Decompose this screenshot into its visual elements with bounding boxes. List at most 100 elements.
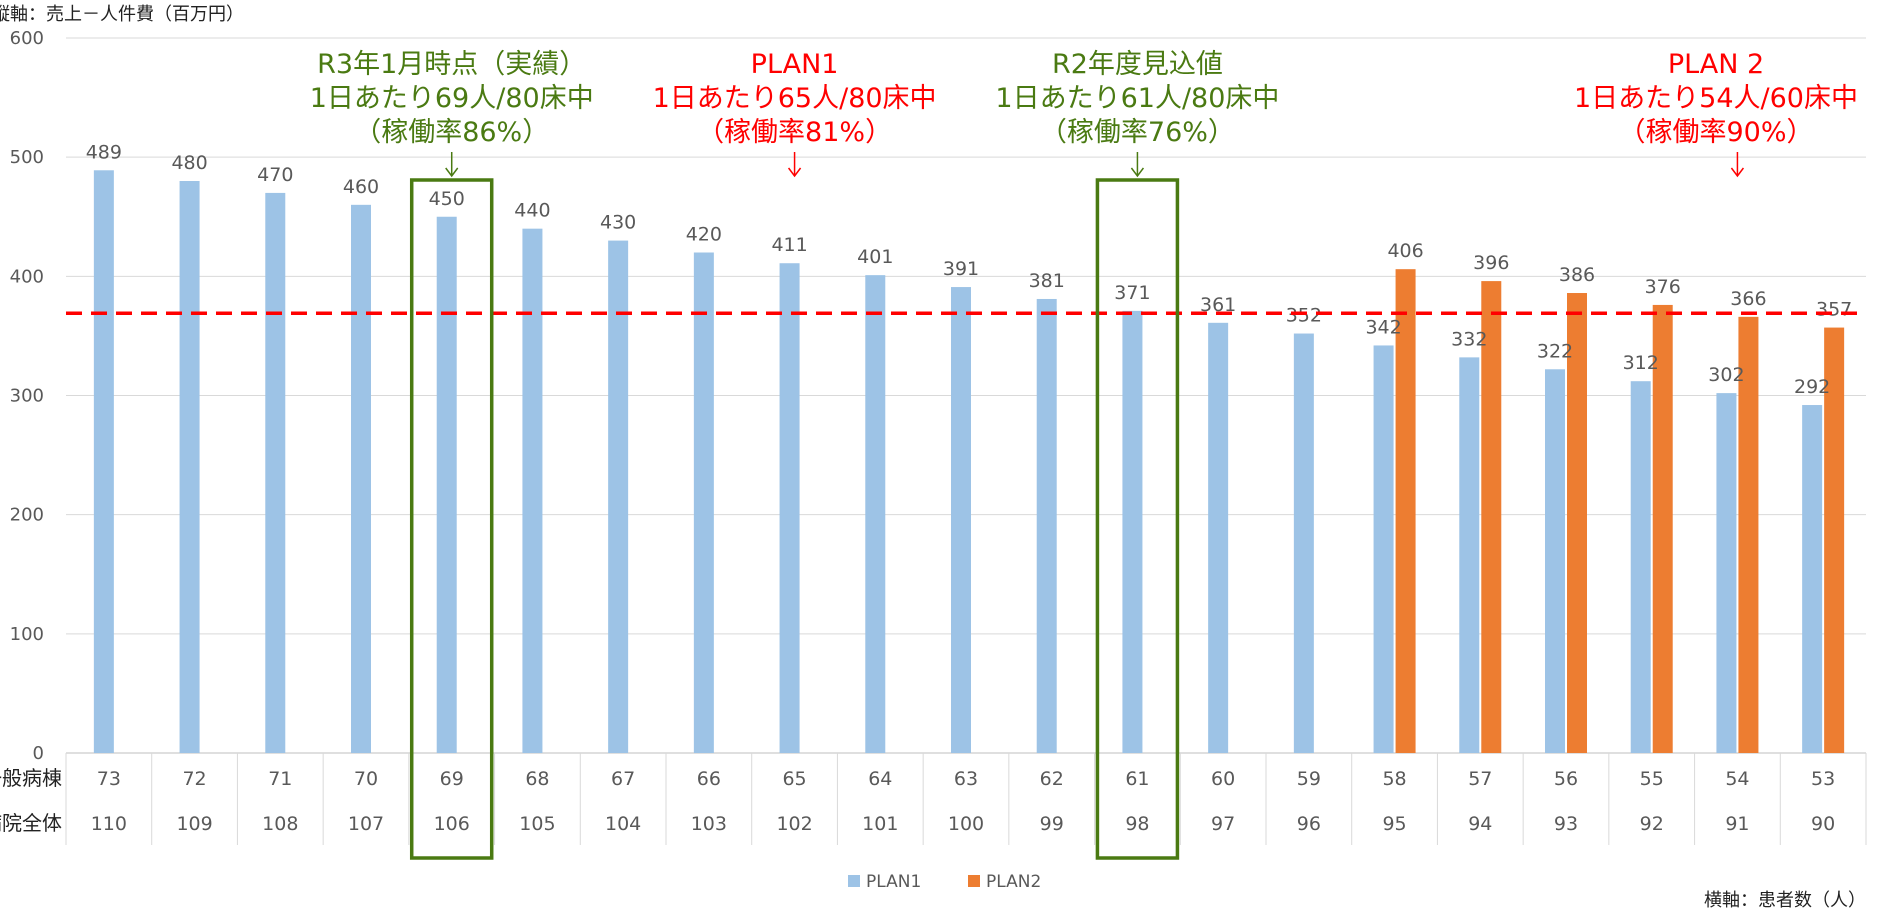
bar	[865, 275, 885, 753]
category-tick-label: 94	[1468, 813, 1492, 835]
category-tick-label: 68	[525, 768, 549, 790]
y-tick-label: 100	[10, 624, 44, 645]
category-tick-label: 64	[868, 768, 892, 790]
data-label: 381	[1029, 270, 1065, 292]
category-tick-label: 73	[97, 768, 121, 790]
y-tick-label: 200	[10, 505, 44, 526]
data-label: 396	[1473, 252, 1509, 274]
data-label: 342	[1365, 316, 1401, 338]
data-label: 480	[171, 152, 207, 174]
bar	[1208, 323, 1228, 753]
annotation-text: （稼働率90%）	[1618, 117, 1813, 148]
data-label: 352	[1286, 305, 1322, 327]
category-tick-label: 108	[262, 813, 298, 835]
category-tick-label: 109	[176, 813, 212, 835]
annotation-text: 1日あたり69人/80床中	[310, 83, 594, 114]
category-tick-label: 91	[1725, 813, 1749, 835]
y-tick-label: 600	[10, 28, 44, 49]
bar	[608, 241, 628, 753]
y-tick-label: 500	[10, 147, 44, 168]
bar	[1459, 357, 1479, 753]
category-tick-label: 54	[1725, 768, 1749, 790]
annotation-text: PLAN1	[751, 49, 839, 80]
category-tick-label: 56	[1554, 768, 1578, 790]
annotation-text: 1日あたり65人/80床中	[653, 83, 937, 114]
category-tick-label: 59	[1297, 768, 1321, 790]
category-tick-label: 101	[862, 813, 898, 835]
annotation-text: （稼働率86%）	[354, 117, 549, 148]
data-label: 460	[343, 176, 379, 198]
y-axis-ticks: 0 100 200 300 400 500 600	[10, 28, 44, 764]
x-axis-title: 横軸：患者数（人）	[1704, 890, 1866, 911]
category-tick-label: 90	[1811, 813, 1835, 835]
bar	[951, 287, 971, 753]
y-tick-label: 300	[10, 386, 44, 407]
bar	[180, 181, 200, 753]
category-tick-label: 69	[440, 768, 464, 790]
category-tick-label: 104	[605, 813, 641, 835]
bar	[780, 263, 800, 753]
category-tick-label: 62	[1040, 768, 1064, 790]
category-tick-label: 61	[1125, 768, 1149, 790]
data-label: 292	[1794, 376, 1830, 398]
annotation-text: 1日あたり54人/60床中	[1574, 83, 1858, 114]
bar	[1481, 281, 1501, 753]
row-label: 病院全体	[0, 811, 62, 835]
category-tick-label: 106	[434, 813, 470, 835]
data-label: 470	[257, 164, 293, 186]
category-tick-label: 66	[697, 768, 721, 790]
category-tick-label: 58	[1382, 768, 1406, 790]
legend-swatch	[848, 875, 860, 887]
data-label: 430	[600, 212, 636, 234]
data-label: 322	[1537, 340, 1573, 362]
bar	[1631, 381, 1651, 753]
bar	[94, 170, 114, 753]
annotation-text: R2年度見込値	[1052, 49, 1223, 80]
data-label: 401	[857, 246, 893, 268]
category-table: 一般病棟737271706968676665646362616059585756…	[0, 753, 1866, 845]
category-tick-label: 55	[1640, 768, 1664, 790]
category-tick-label: 107	[348, 813, 384, 835]
category-tick-label: 57	[1468, 768, 1492, 790]
bar	[1716, 393, 1736, 753]
category-tick-label: 93	[1554, 813, 1578, 835]
bar	[1802, 405, 1822, 753]
data-label: 440	[514, 200, 550, 222]
category-tick-label: 53	[1811, 768, 1835, 790]
y-tick-label: 0	[33, 743, 44, 764]
bar	[1122, 311, 1142, 753]
data-label: 332	[1451, 328, 1487, 350]
legend-label: PLAN2	[986, 872, 1041, 892]
bar	[1294, 334, 1314, 753]
data-label: 312	[1623, 352, 1659, 374]
annotation-text: （稼働率81%）	[697, 117, 892, 148]
bar	[1374, 345, 1394, 753]
category-tick-label: 63	[954, 768, 978, 790]
legend: PLAN1 PLAN2	[848, 872, 1041, 892]
annotation-text: （稼働率76%）	[1040, 117, 1235, 148]
annotation-text: R3年1月時点（実績）	[317, 49, 586, 80]
category-tick-label: 71	[268, 768, 292, 790]
legend-label: PLAN1	[866, 872, 921, 892]
category-tick-label: 105	[519, 813, 555, 835]
category-tick-label: 98	[1125, 813, 1149, 835]
bar	[437, 217, 457, 753]
category-tick-label: 72	[182, 768, 206, 790]
data-label: 391	[943, 258, 979, 280]
category-tick-label: 100	[948, 813, 984, 835]
y-tick-label: 400	[10, 266, 44, 287]
data-label: 371	[1114, 282, 1150, 304]
annotation-text: PLAN 2	[1668, 49, 1764, 80]
category-tick-label: 102	[776, 813, 812, 835]
data-label: 386	[1559, 264, 1595, 286]
data-label: 450	[429, 188, 465, 210]
bar	[1396, 269, 1416, 753]
data-label: 366	[1730, 288, 1766, 310]
bar	[351, 205, 371, 753]
category-tick-label: 96	[1297, 813, 1321, 835]
row-label: 一般病棟	[0, 766, 62, 790]
category-tick-label: 67	[611, 768, 635, 790]
bar	[694, 253, 714, 754]
data-label: 420	[686, 224, 722, 246]
